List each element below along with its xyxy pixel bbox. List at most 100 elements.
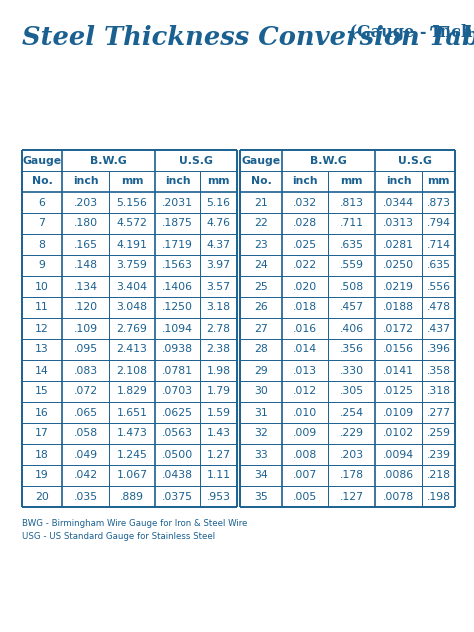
Text: 22: 22 — [254, 219, 268, 229]
Text: .065: .065 — [73, 408, 98, 418]
Text: 2.413: 2.413 — [117, 344, 147, 355]
Text: .0281: .0281 — [383, 240, 414, 250]
Text: .165: .165 — [73, 240, 98, 250]
Text: .180: .180 — [73, 219, 98, 229]
Text: B.W.G: B.W.G — [90, 155, 127, 166]
Text: 1.651: 1.651 — [117, 408, 147, 418]
Text: .016: .016 — [293, 324, 317, 334]
Text: .0094: .0094 — [383, 449, 414, 459]
Text: .0703: .0703 — [162, 387, 193, 396]
Text: .635: .635 — [427, 260, 450, 270]
Text: .203: .203 — [339, 449, 364, 459]
Text: .229: .229 — [339, 428, 364, 439]
Text: 1.245: 1.245 — [117, 449, 147, 459]
Text: mm: mm — [427, 176, 450, 186]
Text: 9: 9 — [38, 260, 46, 270]
Text: .635: .635 — [339, 240, 364, 250]
Text: 5.156: 5.156 — [117, 197, 147, 207]
Text: 27: 27 — [254, 324, 268, 334]
Text: No.: No. — [251, 176, 272, 186]
Text: .953: .953 — [207, 492, 230, 502]
Text: .318: .318 — [427, 387, 450, 396]
Text: 1.473: 1.473 — [117, 428, 147, 439]
Text: .356: .356 — [339, 344, 364, 355]
Text: (Gauge - Inch - MM): (Gauge - Inch - MM) — [344, 24, 474, 41]
Text: .0438: .0438 — [162, 470, 193, 480]
Text: .259: .259 — [427, 428, 450, 439]
Text: .0078: .0078 — [383, 492, 414, 502]
Text: .873: .873 — [427, 197, 450, 207]
Text: inch: inch — [292, 176, 318, 186]
Text: .009: .009 — [293, 428, 317, 439]
Text: .0313: .0313 — [383, 219, 414, 229]
Text: .711: .711 — [339, 219, 364, 229]
Text: .008: .008 — [293, 449, 317, 459]
Text: .0188: .0188 — [383, 303, 414, 312]
Text: .330: .330 — [339, 365, 364, 375]
Text: .049: .049 — [73, 449, 98, 459]
Text: 6: 6 — [38, 197, 46, 207]
Text: .556: .556 — [427, 281, 450, 291]
Text: 12: 12 — [35, 324, 49, 334]
Text: .0219: .0219 — [383, 281, 414, 291]
Text: 17: 17 — [35, 428, 49, 439]
Text: U.S.G: U.S.G — [179, 155, 213, 166]
Text: .1094: .1094 — [162, 324, 193, 334]
Text: .1875: .1875 — [162, 219, 193, 229]
Text: .254: .254 — [339, 408, 364, 418]
Text: .0141: .0141 — [383, 365, 414, 375]
Text: .794: .794 — [427, 219, 450, 229]
Text: 28: 28 — [254, 344, 268, 355]
Text: .508: .508 — [339, 281, 364, 291]
Text: .032: .032 — [293, 197, 317, 207]
Text: 14: 14 — [35, 365, 49, 375]
Text: .022: .022 — [293, 260, 317, 270]
Text: .478: .478 — [427, 303, 450, 312]
Text: inch: inch — [386, 176, 411, 186]
Text: U.S.G: U.S.G — [398, 155, 432, 166]
Text: 18: 18 — [35, 449, 49, 459]
Text: 2.769: 2.769 — [117, 324, 147, 334]
Text: .0109: .0109 — [383, 408, 414, 418]
Text: 1.067: 1.067 — [117, 470, 147, 480]
Text: 15: 15 — [35, 387, 49, 396]
Text: 30: 30 — [254, 387, 268, 396]
Text: .018: .018 — [293, 303, 317, 312]
Text: 3.18: 3.18 — [207, 303, 230, 312]
Text: .013: .013 — [293, 365, 317, 375]
Text: .813: .813 — [339, 197, 364, 207]
Text: 2.108: 2.108 — [117, 365, 147, 375]
Text: .0563: .0563 — [162, 428, 193, 439]
Text: mm: mm — [207, 176, 230, 186]
Text: 33: 33 — [254, 449, 268, 459]
Text: BWG - Birmingham Wire Gauge for Iron & Steel Wire: BWG - Birmingham Wire Gauge for Iron & S… — [22, 519, 247, 528]
Text: .714: .714 — [427, 240, 450, 250]
Text: 2.38: 2.38 — [207, 344, 230, 355]
Text: 19: 19 — [35, 470, 49, 480]
Text: 1.43: 1.43 — [207, 428, 230, 439]
Text: .035: .035 — [73, 492, 98, 502]
Text: .178: .178 — [339, 470, 364, 480]
Text: 4.37: 4.37 — [207, 240, 230, 250]
Text: 20: 20 — [35, 492, 49, 502]
Text: .005: .005 — [293, 492, 317, 502]
Text: .0156: .0156 — [383, 344, 414, 355]
Text: .025: .025 — [293, 240, 317, 250]
Text: USG - US Standard Gauge for Stainless Steel: USG - US Standard Gauge for Stainless St… — [22, 532, 215, 541]
Text: 23: 23 — [254, 240, 268, 250]
Text: 3.97: 3.97 — [207, 260, 230, 270]
Text: 1.59: 1.59 — [207, 408, 230, 418]
Text: .1563: .1563 — [162, 260, 193, 270]
Text: 25: 25 — [254, 281, 268, 291]
Text: .203: .203 — [73, 197, 98, 207]
Text: Gauge: Gauge — [241, 155, 281, 166]
Text: .218: .218 — [427, 470, 450, 480]
Text: .1719: .1719 — [162, 240, 193, 250]
Text: 11: 11 — [35, 303, 49, 312]
Text: .437: .437 — [427, 324, 450, 334]
Text: 13: 13 — [35, 344, 49, 355]
Text: .2031: .2031 — [162, 197, 193, 207]
Text: B.W.G: B.W.G — [310, 155, 347, 166]
Text: .127: .127 — [339, 492, 364, 502]
Text: 1.829: 1.829 — [117, 387, 147, 396]
